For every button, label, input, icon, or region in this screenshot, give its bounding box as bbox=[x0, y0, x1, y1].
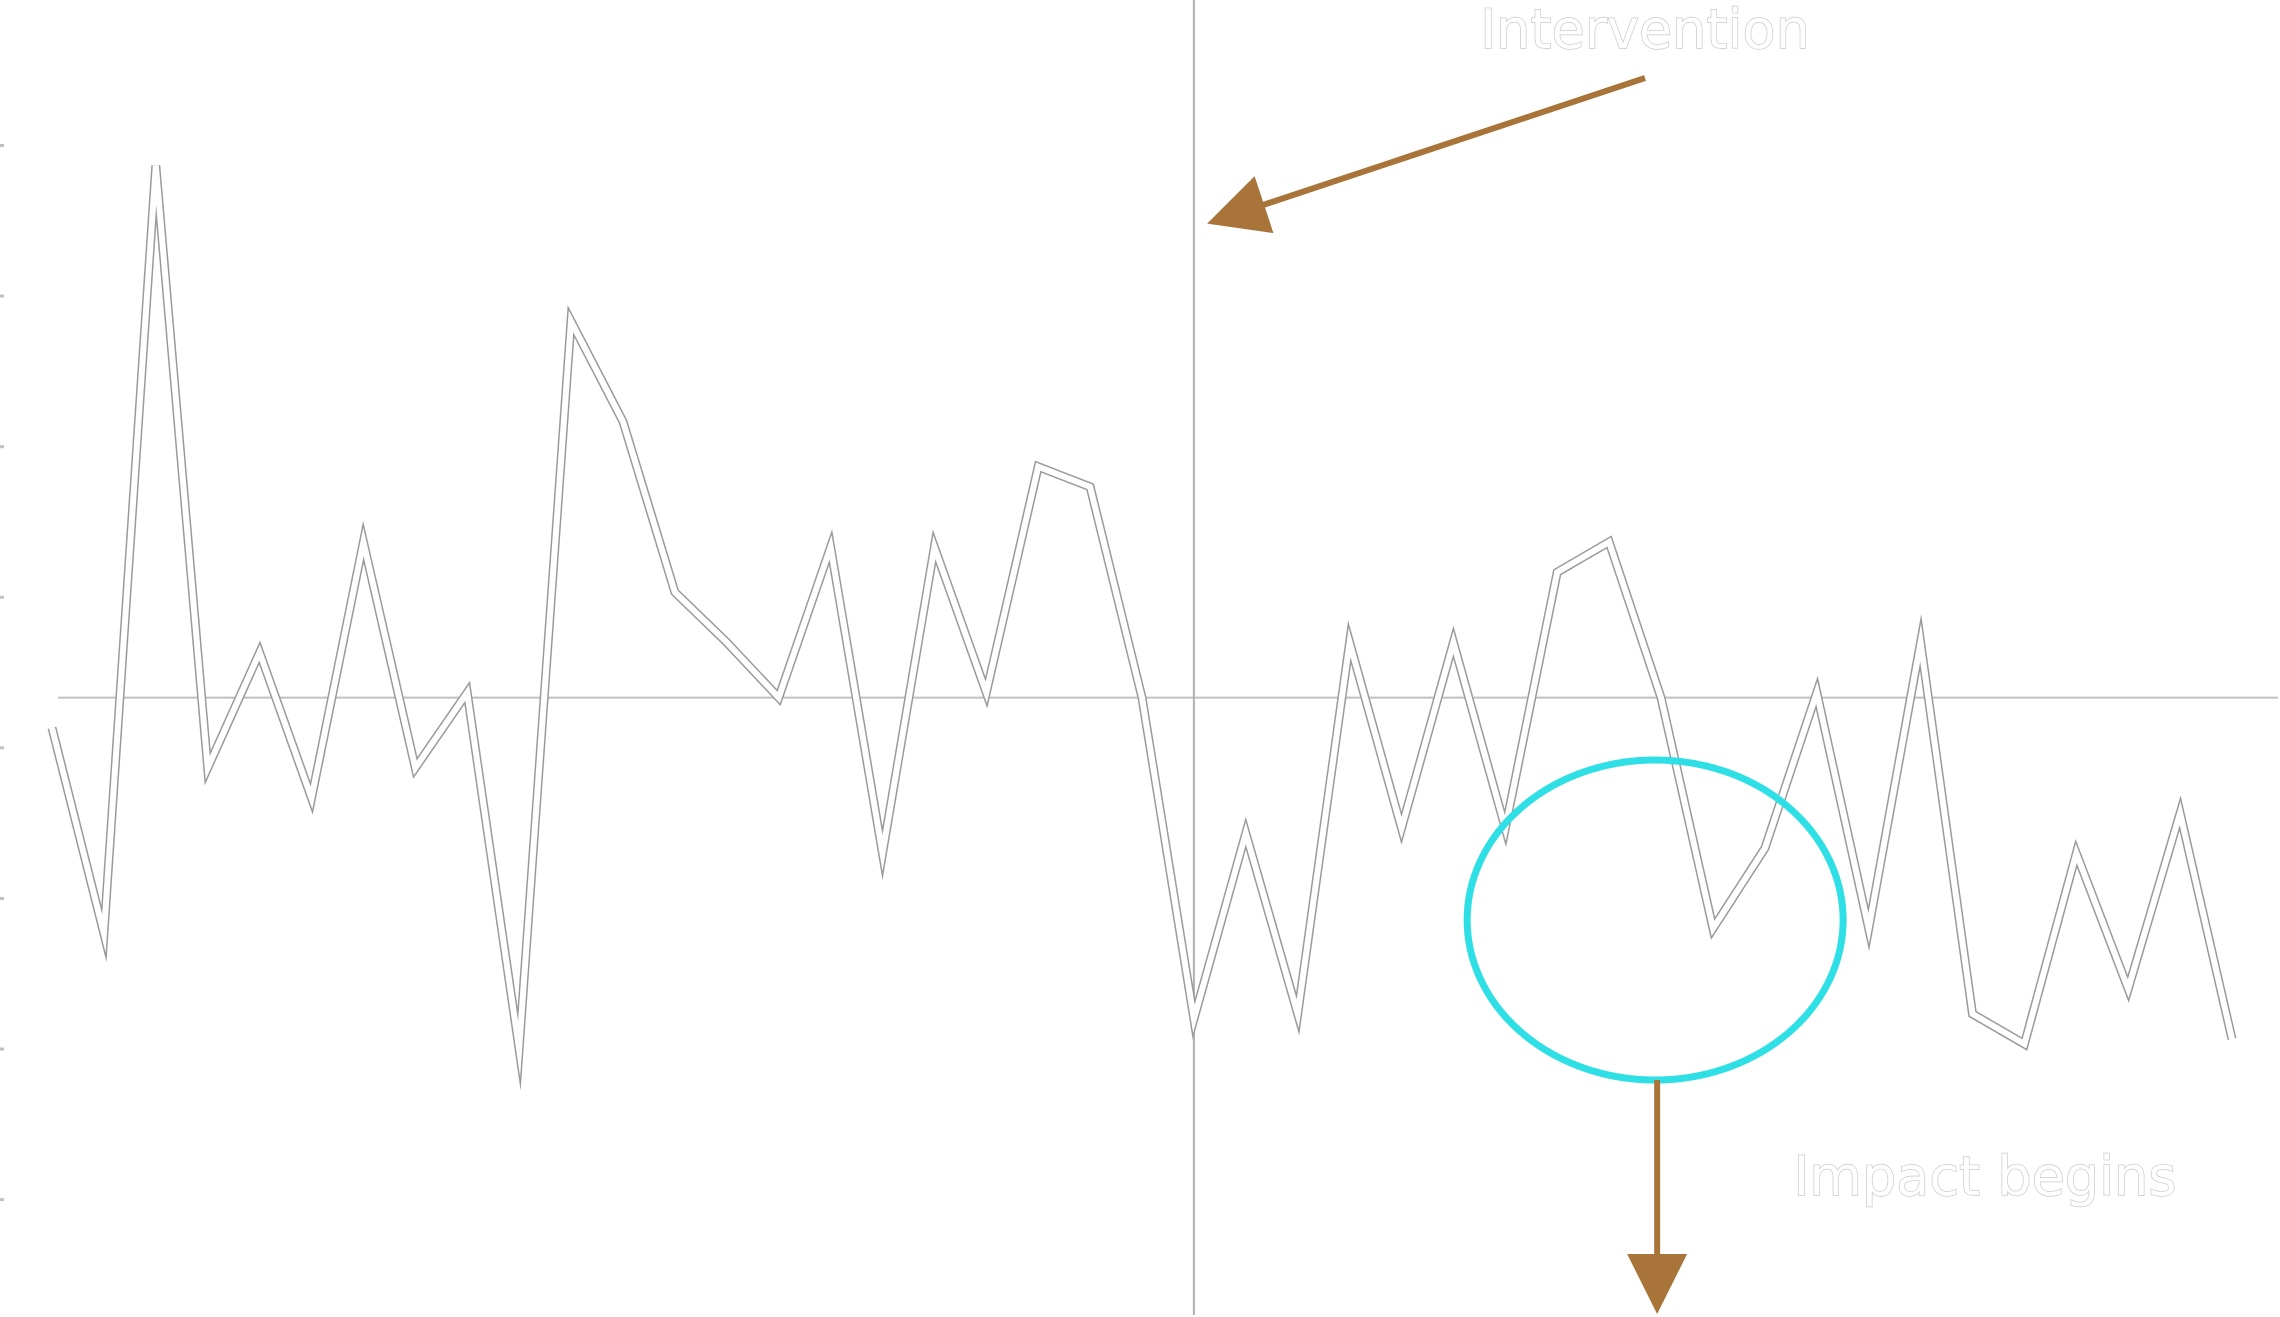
intervention-label: Intervention bbox=[1480, 0, 1810, 61]
y-axis-ticks bbox=[0, 143, 4, 1202]
impact-begins-label: Impact begins bbox=[1793, 1145, 2176, 1208]
series-line-inner bbox=[49, 165, 2235, 1077]
intervention-arrow bbox=[1207, 75, 1646, 234]
series-line bbox=[47, 165, 2237, 1091]
impact-circle bbox=[1463, 756, 1847, 1084]
